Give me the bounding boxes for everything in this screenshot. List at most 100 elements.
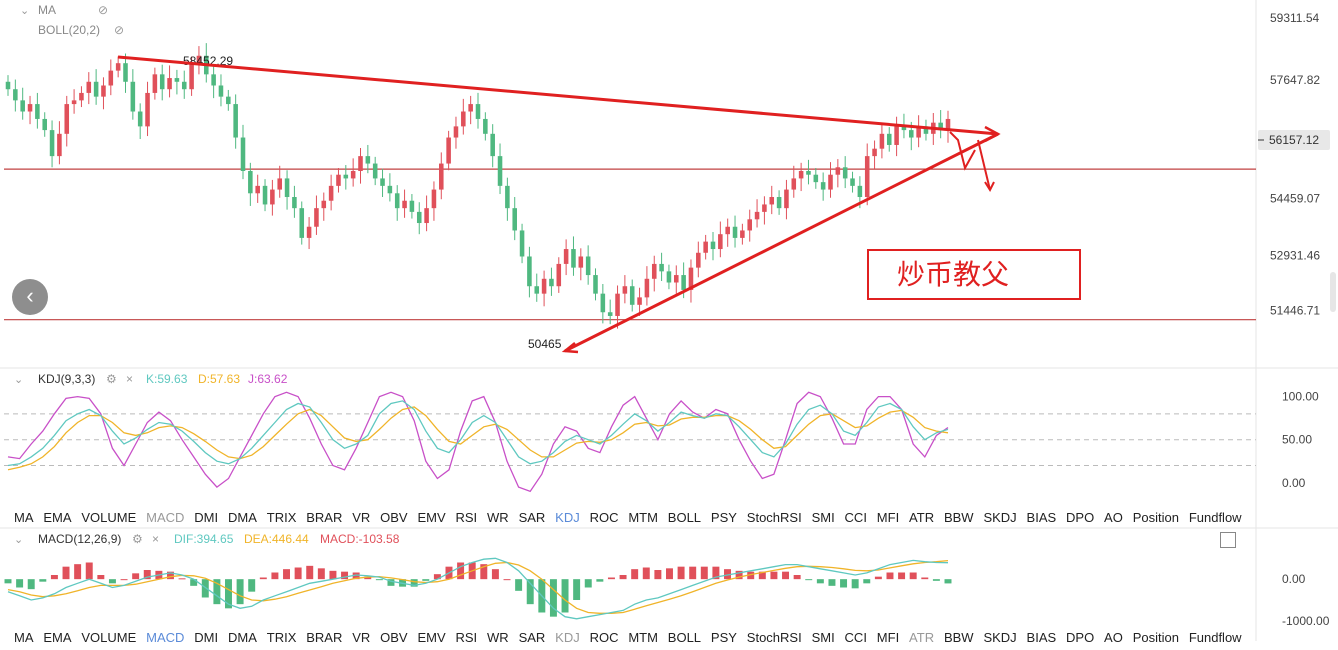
tab-atr[interactable]: ATR bbox=[909, 510, 935, 525]
tab-sar[interactable]: SAR bbox=[518, 630, 546, 645]
tab-fundflow[interactable]: Fundflow bbox=[1188, 510, 1242, 525]
candle-body bbox=[571, 249, 576, 268]
candle-body bbox=[732, 226, 738, 238]
tab-dmi[interactable]: DMI bbox=[194, 510, 219, 525]
chevron-left-icon[interactable]: ‹ bbox=[12, 279, 48, 315]
candle-body bbox=[42, 118, 47, 131]
tab-kdj[interactable]: KDJ bbox=[555, 630, 580, 645]
tab-ao[interactable]: AO bbox=[1104, 630, 1123, 645]
tab-ma[interactable]: MA bbox=[14, 510, 34, 525]
macd-dea-line bbox=[7, 559, 949, 614]
chevron-down-icon: ⌄ bbox=[20, 5, 29, 17]
tab-macd[interactable]: MACD bbox=[146, 510, 185, 525]
macd-histogram-bar bbox=[631, 569, 639, 580]
tab-bias[interactable]: BIAS bbox=[1026, 630, 1057, 645]
tab-dma[interactable]: DMA bbox=[228, 510, 257, 525]
tab-wr[interactable]: WR bbox=[487, 630, 509, 645]
macd-histogram-bar bbox=[654, 570, 662, 580]
tab-sar[interactable]: SAR bbox=[518, 510, 546, 525]
tab-psy[interactable]: PSY bbox=[710, 510, 737, 525]
expand-icon[interactable] bbox=[1220, 532, 1236, 548]
tab-ema[interactable]: EMA bbox=[43, 630, 72, 645]
tab-mtm[interactable]: MTM bbox=[628, 630, 658, 645]
tab-roc[interactable]: ROC bbox=[589, 630, 619, 645]
tab-ao[interactable]: AO bbox=[1104, 510, 1123, 525]
candle-body bbox=[108, 70, 114, 86]
tab-macd[interactable]: MACD bbox=[146, 630, 185, 645]
candle-body bbox=[20, 100, 25, 112]
tab-emv[interactable]: EMV bbox=[417, 630, 446, 645]
macd-histogram-bar bbox=[712, 566, 720, 580]
candle-body bbox=[64, 104, 70, 134]
tab-stochrsi[interactable]: StochRSI bbox=[746, 630, 802, 645]
tab-mfi[interactable]: MFI bbox=[876, 510, 900, 525]
tab-position[interactable]: Position bbox=[1132, 630, 1179, 645]
tab-volume[interactable]: VOLUME bbox=[81, 510, 137, 525]
price-tick-label: 54459.07 bbox=[1270, 192, 1320, 206]
tab-bbw[interactable]: BBW bbox=[943, 510, 974, 525]
macd-histogram-bar bbox=[225, 579, 232, 609]
tab-ma[interactable]: MA bbox=[14, 630, 34, 645]
tab-smi[interactable]: SMI bbox=[811, 510, 835, 525]
tab-atr[interactable]: ATR bbox=[909, 630, 935, 645]
tab-dma[interactable]: DMA bbox=[228, 630, 257, 645]
tab-wr[interactable]: WR bbox=[487, 510, 509, 525]
tab-mfi[interactable]: MFI bbox=[876, 630, 900, 645]
macd-histogram-bar bbox=[422, 579, 430, 581]
candle-body bbox=[93, 81, 99, 97]
candle-body bbox=[152, 74, 158, 93]
tab-skdj[interactable]: SKDJ bbox=[983, 510, 1017, 525]
candle-body bbox=[644, 278, 650, 298]
candle-body bbox=[137, 111, 143, 127]
tab-boll[interactable]: BOLL bbox=[667, 510, 702, 525]
candle-body bbox=[86, 81, 92, 93]
tab-kdj[interactable]: KDJ bbox=[555, 510, 580, 525]
candle-body bbox=[439, 163, 444, 190]
tab-brar[interactable]: BRAR bbox=[306, 630, 343, 645]
kdj-axis-label: 50.00 bbox=[1282, 433, 1312, 447]
tab-boll[interactable]: BOLL bbox=[667, 630, 702, 645]
tab-bias[interactable]: BIAS bbox=[1026, 510, 1057, 525]
arrow-head bbox=[561, 342, 579, 354]
tab-trix[interactable]: TRIX bbox=[266, 510, 297, 525]
tab-psy[interactable]: PSY bbox=[710, 630, 737, 645]
tab-dmi[interactable]: DMI bbox=[194, 630, 219, 645]
tab-dpo[interactable]: DPO bbox=[1066, 510, 1095, 525]
macd-histogram-bar bbox=[816, 579, 824, 584]
candle-body bbox=[240, 137, 246, 171]
tab-volume[interactable]: VOLUME bbox=[81, 630, 137, 645]
candle-body bbox=[167, 78, 172, 90]
tab-emv[interactable]: EMV bbox=[417, 510, 446, 525]
tab-trix[interactable]: TRIX bbox=[266, 630, 297, 645]
tab-obv[interactable]: OBV bbox=[380, 630, 408, 645]
tab-vr[interactable]: VR bbox=[352, 510, 371, 525]
tab-dpo[interactable]: DPO bbox=[1066, 630, 1095, 645]
tab-brar[interactable]: BRAR bbox=[306, 510, 343, 525]
tab-obv[interactable]: OBV bbox=[380, 510, 408, 525]
price-tick-label: 57647.82 bbox=[1270, 73, 1320, 87]
tab-rsi[interactable]: RSI bbox=[455, 630, 478, 645]
scrollbar[interactable] bbox=[1330, 272, 1336, 312]
tab-cci[interactable]: CCI bbox=[844, 630, 867, 645]
macd-dif-line bbox=[7, 557, 949, 620]
tab-ema[interactable]: EMA bbox=[43, 510, 72, 525]
tab-bbw[interactable]: BBW bbox=[943, 630, 974, 645]
tab-fundflow[interactable]: Fundflow bbox=[1188, 630, 1242, 645]
tab-cci[interactable]: CCI bbox=[844, 510, 867, 525]
tab-mtm[interactable]: MTM bbox=[628, 510, 658, 525]
macd-histogram-bar bbox=[689, 566, 697, 580]
tab-skdj[interactable]: SKDJ bbox=[983, 630, 1017, 645]
tab-smi[interactable]: SMI bbox=[811, 630, 835, 645]
tab-stochrsi[interactable]: StochRSI bbox=[746, 510, 802, 525]
macd-histogram-bar bbox=[480, 564, 488, 580]
tab-rsi[interactable]: RSI bbox=[455, 510, 478, 525]
macd-histogram-bar bbox=[724, 569, 731, 580]
tab-vr[interactable]: VR bbox=[352, 630, 371, 645]
candle-body bbox=[585, 256, 591, 276]
candle-body bbox=[527, 256, 532, 287]
tab-roc[interactable]: ROC bbox=[589, 510, 619, 525]
macd-histogram-bar bbox=[944, 579, 952, 584]
tab-position[interactable]: Position bbox=[1132, 510, 1179, 525]
candle-body bbox=[71, 100, 77, 105]
candle-body bbox=[776, 197, 782, 209]
